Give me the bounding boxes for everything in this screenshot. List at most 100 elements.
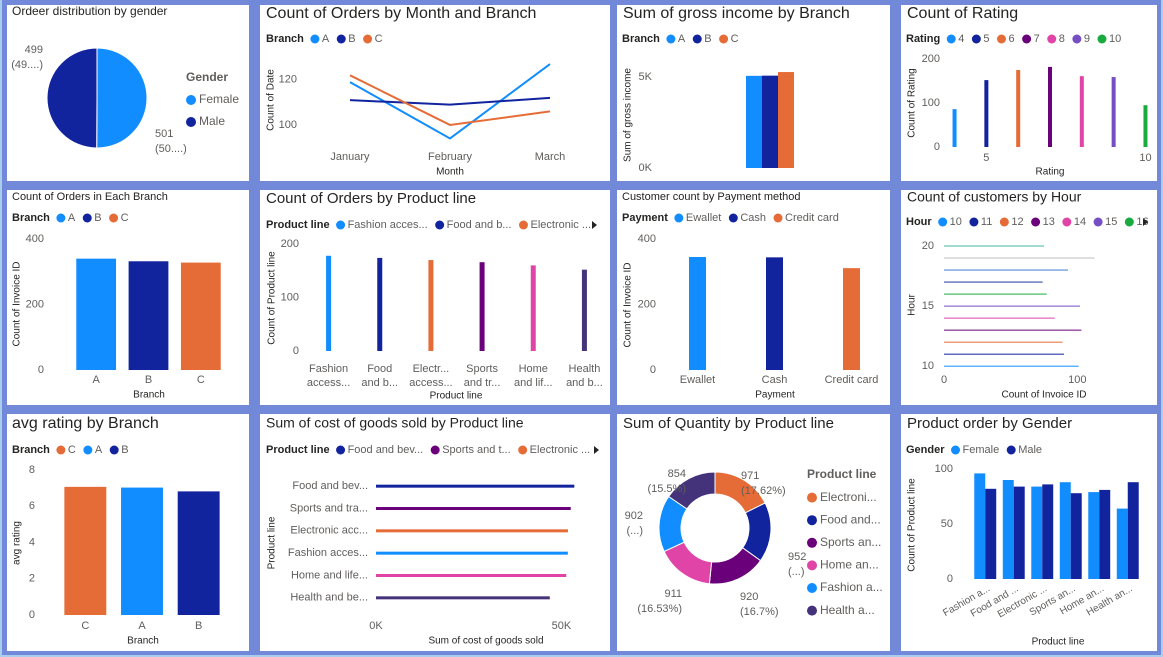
- y-tick-label: Food and bev...: [292, 480, 368, 492]
- x-axis-title: Month: [436, 167, 464, 178]
- legend-label: B: [348, 33, 355, 45]
- legend-title: Gender: [906, 444, 945, 456]
- legend-marker: [1097, 34, 1107, 44]
- legend-label: C: [68, 444, 76, 456]
- legend-label: Food and...: [820, 512, 881, 526]
- legend-marker: [1022, 34, 1032, 44]
- y-tick-label: 50: [941, 518, 953, 530]
- bar: [376, 574, 567, 577]
- legend-marker: [82, 213, 92, 223]
- legend-marker: [946, 34, 956, 44]
- x-tick-label: Health: [569, 363, 601, 375]
- y-tick-label: 0: [934, 141, 940, 153]
- legend-label: Sports and t...: [442, 444, 510, 456]
- legend-marker: [773, 213, 783, 223]
- bar: [376, 484, 575, 488]
- x-axis-title: Rating: [1036, 167, 1065, 178]
- legend-label: 10: [950, 216, 962, 228]
- bar: [689, 257, 706, 370]
- legend-marker: [186, 117, 196, 127]
- x-tick-label: B: [195, 620, 202, 632]
- legend-title: Branch: [622, 33, 660, 45]
- legend-marker: [807, 605, 817, 616]
- x-axis-title: Branch: [127, 636, 159, 647]
- bar: [944, 329, 1082, 331]
- legend-label: 9: [1084, 33, 1090, 45]
- percent-label: (49....): [11, 59, 43, 71]
- legend-title: Branch: [12, 212, 50, 224]
- chart-title: Product order by Gender: [907, 415, 1072, 432]
- legend-label: A: [322, 33, 330, 45]
- y-tick-label: 10: [922, 360, 934, 372]
- x-tick-label: Electr...: [413, 363, 450, 375]
- x-tick-label: and b...: [566, 377, 603, 389]
- legend-title: Payment: [622, 212, 668, 224]
- legend-label: Male: [1018, 444, 1042, 456]
- y-tick-label: 120: [279, 74, 297, 86]
- pie-slice: [96, 47, 148, 149]
- bar: [952, 109, 957, 147]
- legend-marker: [971, 34, 981, 44]
- x-tick-label: access...: [409, 377, 452, 389]
- data-label: 952: [788, 551, 806, 563]
- bar: [1048, 66, 1052, 147]
- percent-label: (50....): [155, 143, 187, 155]
- legend-title: Branch: [12, 444, 50, 456]
- chart-title: Customer count by Payment method: [622, 191, 801, 203]
- chart-title: Sum of cost of goods sold by Product lin…: [266, 415, 524, 431]
- panel: [901, 5, 1157, 181]
- legend-marker: [807, 515, 817, 526]
- legend-label: 7: [1034, 33, 1040, 45]
- legend-label: B: [121, 444, 128, 456]
- bar: [376, 507, 571, 510]
- panel: [260, 190, 610, 405]
- legend-label: Food and b...: [447, 219, 512, 231]
- legend-marker: [336, 34, 346, 44]
- percent-label: (...): [788, 566, 805, 578]
- y-tick-label: 6: [29, 500, 35, 512]
- bar: [1031, 486, 1043, 579]
- bar: [121, 487, 163, 615]
- y-tick-label: Home and life...: [291, 569, 368, 581]
- legend-title: Hour: [906, 216, 932, 228]
- legend-marker: [807, 583, 817, 593]
- bar: [1016, 70, 1021, 147]
- legend-marker: [83, 445, 93, 455]
- legend-label: A: [678, 33, 686, 45]
- y-tick-label: 100: [935, 463, 953, 475]
- legend-label: Fashion a...: [820, 580, 883, 594]
- legend-title: Product line: [266, 219, 330, 231]
- chart-title: Count of Orders by Product line: [266, 190, 476, 207]
- x-axis-title: Count of Invoice ID: [1001, 390, 1086, 401]
- bar: [376, 529, 568, 533]
- legend-label: Female: [963, 444, 1000, 456]
- legend-label: 14: [1074, 216, 1086, 228]
- y-tick-label: 5K: [639, 71, 653, 83]
- y-tick-label: 400: [26, 233, 44, 245]
- legend-marker: [363, 34, 373, 44]
- data-label: 854: [668, 468, 686, 480]
- bar: [985, 488, 997, 579]
- x-tick-label: A: [92, 374, 100, 386]
- legend-marker: [336, 220, 346, 230]
- legend-label: Electroni...: [820, 490, 877, 504]
- legend-label: Electronic ...: [530, 219, 591, 231]
- y-tick-label: Electronic acc...: [290, 525, 368, 537]
- x-tick-label: and b...: [361, 377, 398, 389]
- legend-label: A: [95, 444, 103, 456]
- legend-marker: [692, 34, 702, 44]
- legend-label: 15: [1105, 216, 1117, 228]
- legend-marker: [1047, 34, 1057, 44]
- x-axis-title: Branch: [133, 390, 165, 401]
- legend-marker: [807, 537, 817, 548]
- y-tick-label: 15: [922, 300, 934, 312]
- x-tick-label: access...: [307, 377, 350, 389]
- y-axis-title: Product line: [267, 516, 278, 569]
- bar: [1059, 482, 1071, 579]
- line: [349, 74, 551, 126]
- legend-label: Health a...: [820, 603, 875, 617]
- y-tick-label: 0: [293, 345, 299, 357]
- legend-label: Cash: [740, 212, 766, 224]
- y-tick-label: 200: [281, 238, 299, 250]
